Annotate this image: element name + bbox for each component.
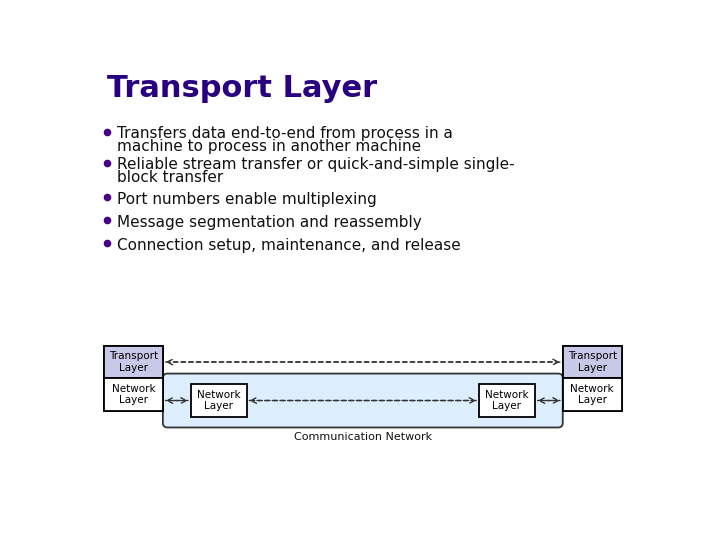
Text: Transport Layer: Transport Layer	[107, 74, 377, 103]
Text: Transfers data end-to-end from process in a: Transfers data end-to-end from process i…	[117, 126, 453, 141]
Text: Transport
Layer: Transport Layer	[109, 351, 158, 373]
Bar	[104, 346, 163, 410]
Bar	[479, 384, 535, 417]
Bar	[104, 378, 163, 410]
Text: block transfer: block transfer	[117, 170, 223, 185]
Text: Communication Network: Communication Network	[294, 432, 432, 442]
Text: Network
Layer: Network Layer	[485, 390, 528, 411]
Text: Connection setup, maintenance, and release: Connection setup, maintenance, and relea…	[117, 238, 461, 253]
Text: Transport
Layer: Transport Layer	[567, 351, 617, 373]
Text: Network
Layer: Network Layer	[112, 383, 156, 405]
Text: machine to process in another machine: machine to process in another machine	[117, 139, 421, 154]
Text: Network
Layer: Network Layer	[197, 390, 240, 411]
Bar	[563, 378, 621, 410]
Text: Port numbers enable multiplexing: Port numbers enable multiplexing	[117, 192, 377, 207]
Text: Reliable stream transfer or quick-and-simple single-: Reliable stream transfer or quick-and-si…	[117, 157, 515, 172]
FancyBboxPatch shape	[163, 374, 563, 428]
Bar	[191, 384, 246, 417]
Text: Message segmentation and reassembly: Message segmentation and reassembly	[117, 215, 422, 230]
Bar	[563, 346, 621, 378]
Bar	[563, 346, 621, 410]
Text: Network
Layer: Network Layer	[570, 383, 614, 405]
Bar	[104, 346, 163, 378]
